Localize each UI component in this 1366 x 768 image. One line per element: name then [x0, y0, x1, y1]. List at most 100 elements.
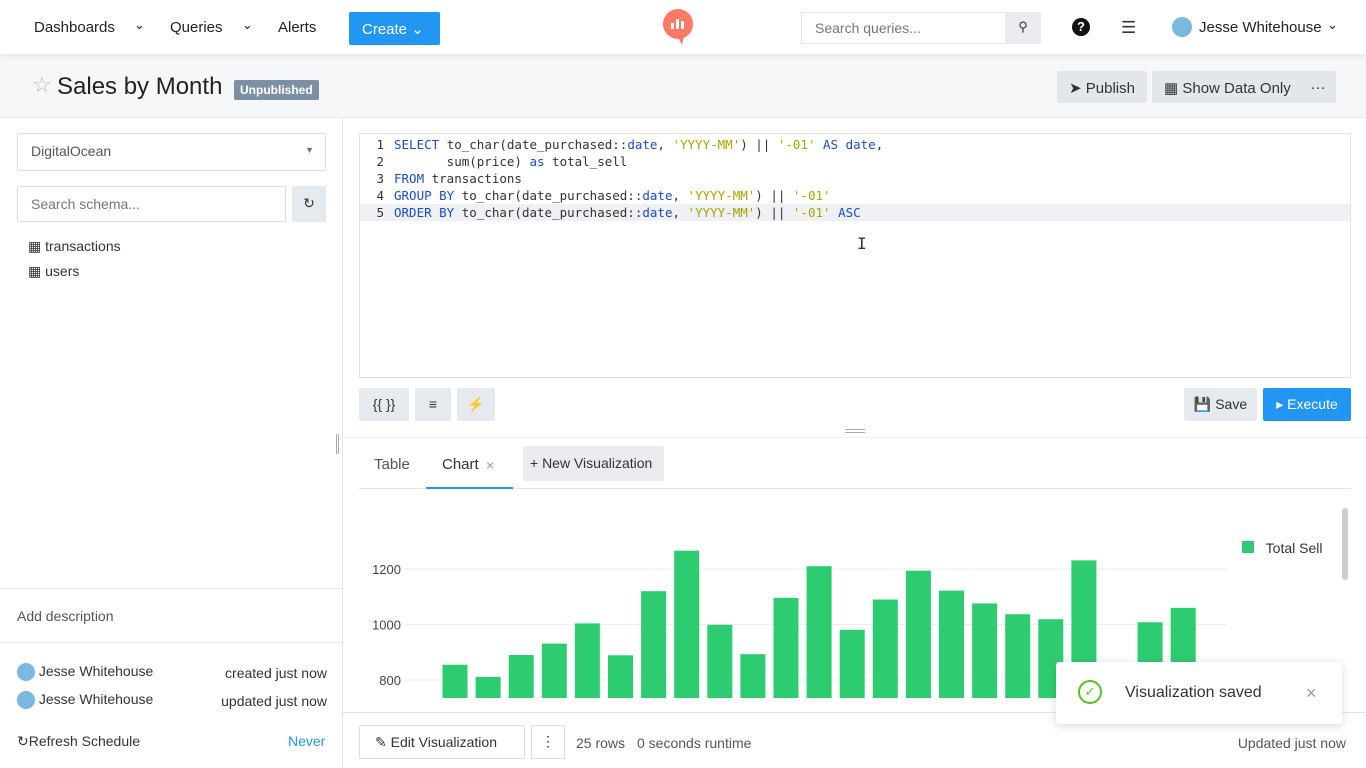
code-token: 'YYYY-MM' [672, 137, 741, 152]
execute-label: Execute [1287, 396, 1338, 412]
close-icon[interactable]: × [486, 457, 495, 473]
show-data-only-button[interactable]: ▦ Show Data Only [1152, 71, 1303, 103]
code-token: 'YYYY-MM' [687, 205, 756, 220]
bar[interactable] [1005, 614, 1031, 698]
refresh-icon: ↻ [17, 733, 29, 749]
publish-button[interactable]: ➤ Publish [1057, 71, 1147, 103]
schema-table-item[interactable]: ▦ transactions [28, 238, 121, 255]
chevron-down-icon[interactable]: ⌄ [134, 17, 145, 32]
history-item: Jesse Whitehouse created just now [17, 663, 327, 682]
execute-button[interactable]: ▸ Execute [1263, 388, 1351, 421]
chevron-down-icon[interactable]: ⌄ [242, 17, 253, 32]
user-menu[interactable]: Jesse Whitehouse [1199, 19, 1322, 36]
code-line[interactable]: 1 SELECT to_char(date_purchased::date, 'Y… [360, 136, 1350, 153]
code-token: sum(price) [394, 154, 530, 169]
search-icon[interactable]: ⚲ [1005, 12, 1041, 44]
row-count: 25 rows [576, 735, 626, 751]
code-token: 'YYYY-MM' [687, 188, 756, 203]
editor-resize-handle[interactable] [845, 429, 865, 433]
bar[interactable] [773, 597, 799, 698]
line-number: 4 [376, 188, 384, 203]
search-schema-input[interactable] [17, 186, 286, 222]
bar[interactable] [972, 603, 998, 698]
bar[interactable] [574, 623, 600, 698]
tab-chart[interactable]: Chart × [426, 446, 513, 489]
bar[interactable] [839, 629, 865, 698]
help-icon[interactable]: ? [1072, 18, 1090, 36]
autocomplete-button[interactable]: {{ }} [359, 388, 409, 421]
bar[interactable] [872, 599, 898, 698]
format-query-icon[interactable]: ≡ [415, 388, 451, 421]
query-title-bar: ☆ Sales by Month Unpublished ➤ Publish ▦… [0, 54, 1366, 118]
close-icon[interactable]: × [1306, 683, 1317, 703]
bar-chart: 800 1000 1200 [372, 550, 1227, 698]
bar[interactable] [608, 655, 633, 698]
bar[interactable] [740, 654, 766, 698]
code-line[interactable]: 5 ORDER BY to_char(date_purchased::date, … [360, 204, 1350, 221]
settings-sliders-icon[interactable]: ☰ [1121, 18, 1137, 37]
bar[interactable] [939, 590, 964, 698]
bar[interactable] [508, 655, 534, 698]
save-label: Save [1215, 396, 1248, 412]
history-user: Jesse Whitehouse [38, 663, 154, 679]
code-line[interactable]: 4 GROUP BY to_char(date_purchased::date, … [360, 187, 1350, 204]
code-line[interactable]: 2 sum(price) as total_sell [360, 153, 1350, 170]
refresh-schema-icon[interactable]: ↻ [292, 186, 326, 222]
datasource-value: DigitalOcean [31, 143, 112, 159]
code-token: , [672, 205, 688, 220]
edit-visualization-button[interactable]: ✎ Edit Visualization [359, 725, 525, 759]
history-action: updated just now [221, 693, 327, 709]
bar[interactable] [641, 591, 667, 698]
code-token: ) || [740, 137, 778, 152]
code-token: date [642, 205, 673, 220]
lightning-icon[interactable]: ⚡ [457, 388, 495, 421]
check-circle-icon: ✓ [1078, 680, 1102, 704]
chart-legend[interactable]: Total Sell [1242, 540, 1322, 556]
code-line[interactable]: 3 FROM transactions [360, 170, 1350, 187]
refresh-schedule-label: ↻Refresh Schedule [17, 733, 140, 750]
save-button[interactable]: 💾 Save [1184, 388, 1257, 421]
bar[interactable] [674, 550, 700, 698]
nav-alerts[interactable]: Alerts [278, 19, 317, 36]
divider [343, 437, 1366, 438]
bar[interactable] [806, 566, 832, 698]
y-tick-label: 1000 [372, 618, 401, 633]
nav-queries[interactable]: Queries [170, 19, 223, 36]
y-tick-label: 1200 [372, 562, 401, 577]
line-number: 1 [376, 137, 384, 152]
more-options-button[interactable]: ··· [1300, 71, 1336, 103]
page-title[interactable]: Sales by Month [57, 73, 223, 100]
schema-table-item[interactable]: ▦ users [28, 263, 79, 280]
datasource-select[interactable]: DigitalOcean ▼ [17, 133, 326, 171]
search-queries-input[interactable] [801, 12, 1006, 44]
edit-icon: ✎ [375, 734, 387, 750]
more-vertical-icon[interactable]: ⋮ [531, 725, 565, 759]
chevron-down-icon[interactable]: ⌄ [1327, 17, 1338, 32]
bar[interactable] [707, 624, 733, 698]
code-token: '-01' [777, 137, 816, 152]
scrollbar[interactable] [1342, 508, 1348, 580]
avatar[interactable] [1172, 17, 1192, 37]
text-cursor-icon: I [857, 234, 867, 253]
bar[interactable] [475, 676, 501, 698]
bar[interactable] [905, 570, 931, 698]
bar[interactable] [442, 664, 468, 698]
redash-logo-icon[interactable] [662, 9, 694, 45]
create-button[interactable]: Create ⌄ [349, 12, 440, 45]
code-token: transactions [424, 171, 522, 186]
nav-dashboards[interactable]: Dashboards [34, 19, 115, 36]
star-icon[interactable]: ☆ [32, 72, 52, 97]
line-number: 2 [376, 154, 384, 169]
runtime: 0 seconds runtime [637, 735, 752, 751]
table-icon: ▦ [28, 263, 42, 279]
new-visualization-button[interactable]: + New Visualization [523, 446, 664, 481]
tab-table[interactable]: Table [374, 456, 410, 473]
play-icon: ▸ [1276, 396, 1284, 412]
legend-swatch [1242, 541, 1254, 553]
sql-editor[interactable]: 1 SELECT to_char(date_purchased::date, 'Y… [359, 133, 1351, 378]
resize-handle[interactable] [336, 434, 339, 454]
bar[interactable] [541, 643, 567, 698]
refresh-schedule-link[interactable]: Never [288, 733, 326, 749]
add-description-link[interactable]: Add description [17, 608, 114, 624]
code-token: to_char(date_purchased:: [454, 205, 643, 220]
